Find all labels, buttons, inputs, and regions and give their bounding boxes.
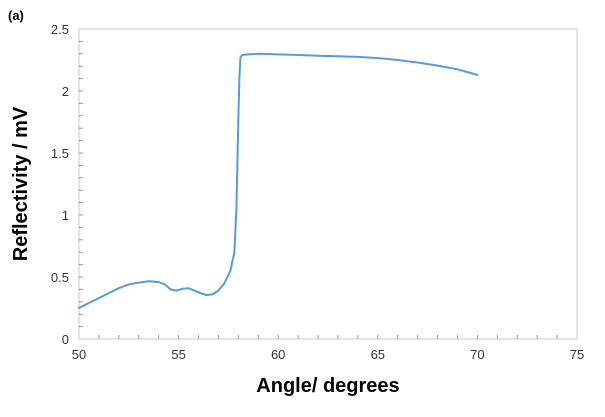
y-tick-label: 1.5 bbox=[51, 146, 69, 161]
y-axis-title: Reflectivity / mV bbox=[10, 106, 32, 261]
x-tick-label: 50 bbox=[72, 347, 86, 362]
x-axis-tick-labels: 50 55 60 65 70 75 bbox=[72, 347, 584, 362]
x-tick-label: 75 bbox=[570, 347, 584, 362]
y-tick-label: 0 bbox=[62, 332, 69, 347]
x-tick-label: 70 bbox=[470, 347, 484, 362]
y-axis-tick-labels: 0 0.5 1 1.5 2 2.5 bbox=[51, 22, 69, 347]
x-tick-label: 55 bbox=[171, 347, 185, 362]
reflectivity-series-line bbox=[78, 52, 479, 309]
y-tick-label: 0.5 bbox=[51, 270, 69, 285]
x-axis-title: Angle/ degrees bbox=[256, 375, 399, 397]
minor-ticks bbox=[79, 40, 558, 339]
y-tick-label: 1 bbox=[62, 208, 69, 223]
y-tick-label: 2.5 bbox=[51, 22, 69, 37]
y-tick-label: 2 bbox=[62, 84, 69, 99]
x-tick-label: 65 bbox=[371, 347, 385, 362]
panel-label: (a) bbox=[8, 8, 24, 23]
x-tick-label: 60 bbox=[271, 347, 285, 362]
plot-area bbox=[78, 28, 578, 340]
